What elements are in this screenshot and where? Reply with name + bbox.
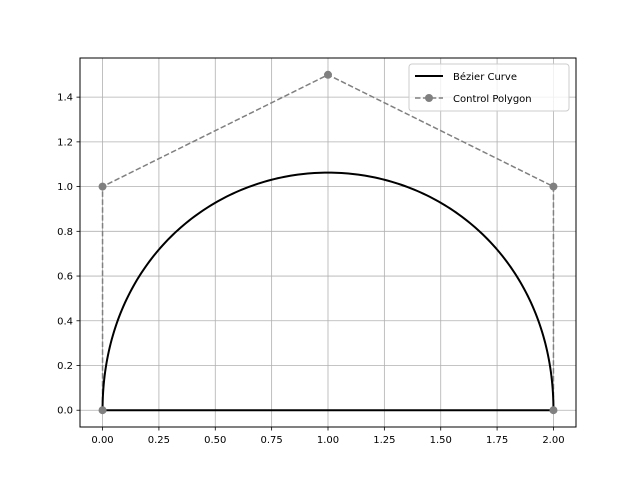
- bezier-curve-line: [101, 171, 555, 411]
- control-point-marker: [549, 182, 558, 191]
- y-tick-label: 0.2: [57, 361, 73, 372]
- x-tick-label: 1.50: [430, 435, 452, 446]
- x-tick-label: 0.50: [204, 435, 226, 446]
- control-point-marker: [549, 406, 558, 415]
- x-tick-label: 0.75: [261, 435, 283, 446]
- control-point-marker: [98, 406, 107, 415]
- x-tick-label: 1.00: [317, 435, 339, 446]
- x-tick-label: 1.25: [373, 435, 395, 446]
- x-tick-label: 1.75: [486, 435, 508, 446]
- legend-swatch-marker: [425, 94, 433, 102]
- legend-label: Bézier Curve: [453, 71, 517, 83]
- control-point-marker: [98, 182, 107, 191]
- y-tick-label: 0.6: [57, 272, 73, 283]
- legend-box: [408, 63, 570, 112]
- y-tick-label: 1.0: [57, 182, 73, 193]
- y-tick-label: 0.0: [57, 406, 73, 417]
- x-tick-label: 2.00: [542, 435, 564, 446]
- y-tick-label: 1.2: [57, 137, 73, 148]
- axis-ticks: 0.00 0.25 0.50 0.75 1.00 1.25 1.50 1.75 2.00 0.0 0…: [57, 93, 564, 446]
- legend: Bézier Curve Control Polygon: [408, 63, 570, 112]
- x-tick-label: 0.00: [91, 435, 113, 446]
- y-tick-label: 0.8: [57, 227, 73, 238]
- y-tick-label: 0.4: [57, 316, 73, 327]
- y-tick-label: 1.4: [57, 93, 73, 104]
- control-point-marker: [324, 70, 332, 79]
- x-tick-label: 0.25: [148, 435, 170, 446]
- plot-area: [98, 70, 558, 415]
- legend-label: Control Polygon: [453, 94, 532, 105]
- axes-frame: [79, 57, 577, 428]
